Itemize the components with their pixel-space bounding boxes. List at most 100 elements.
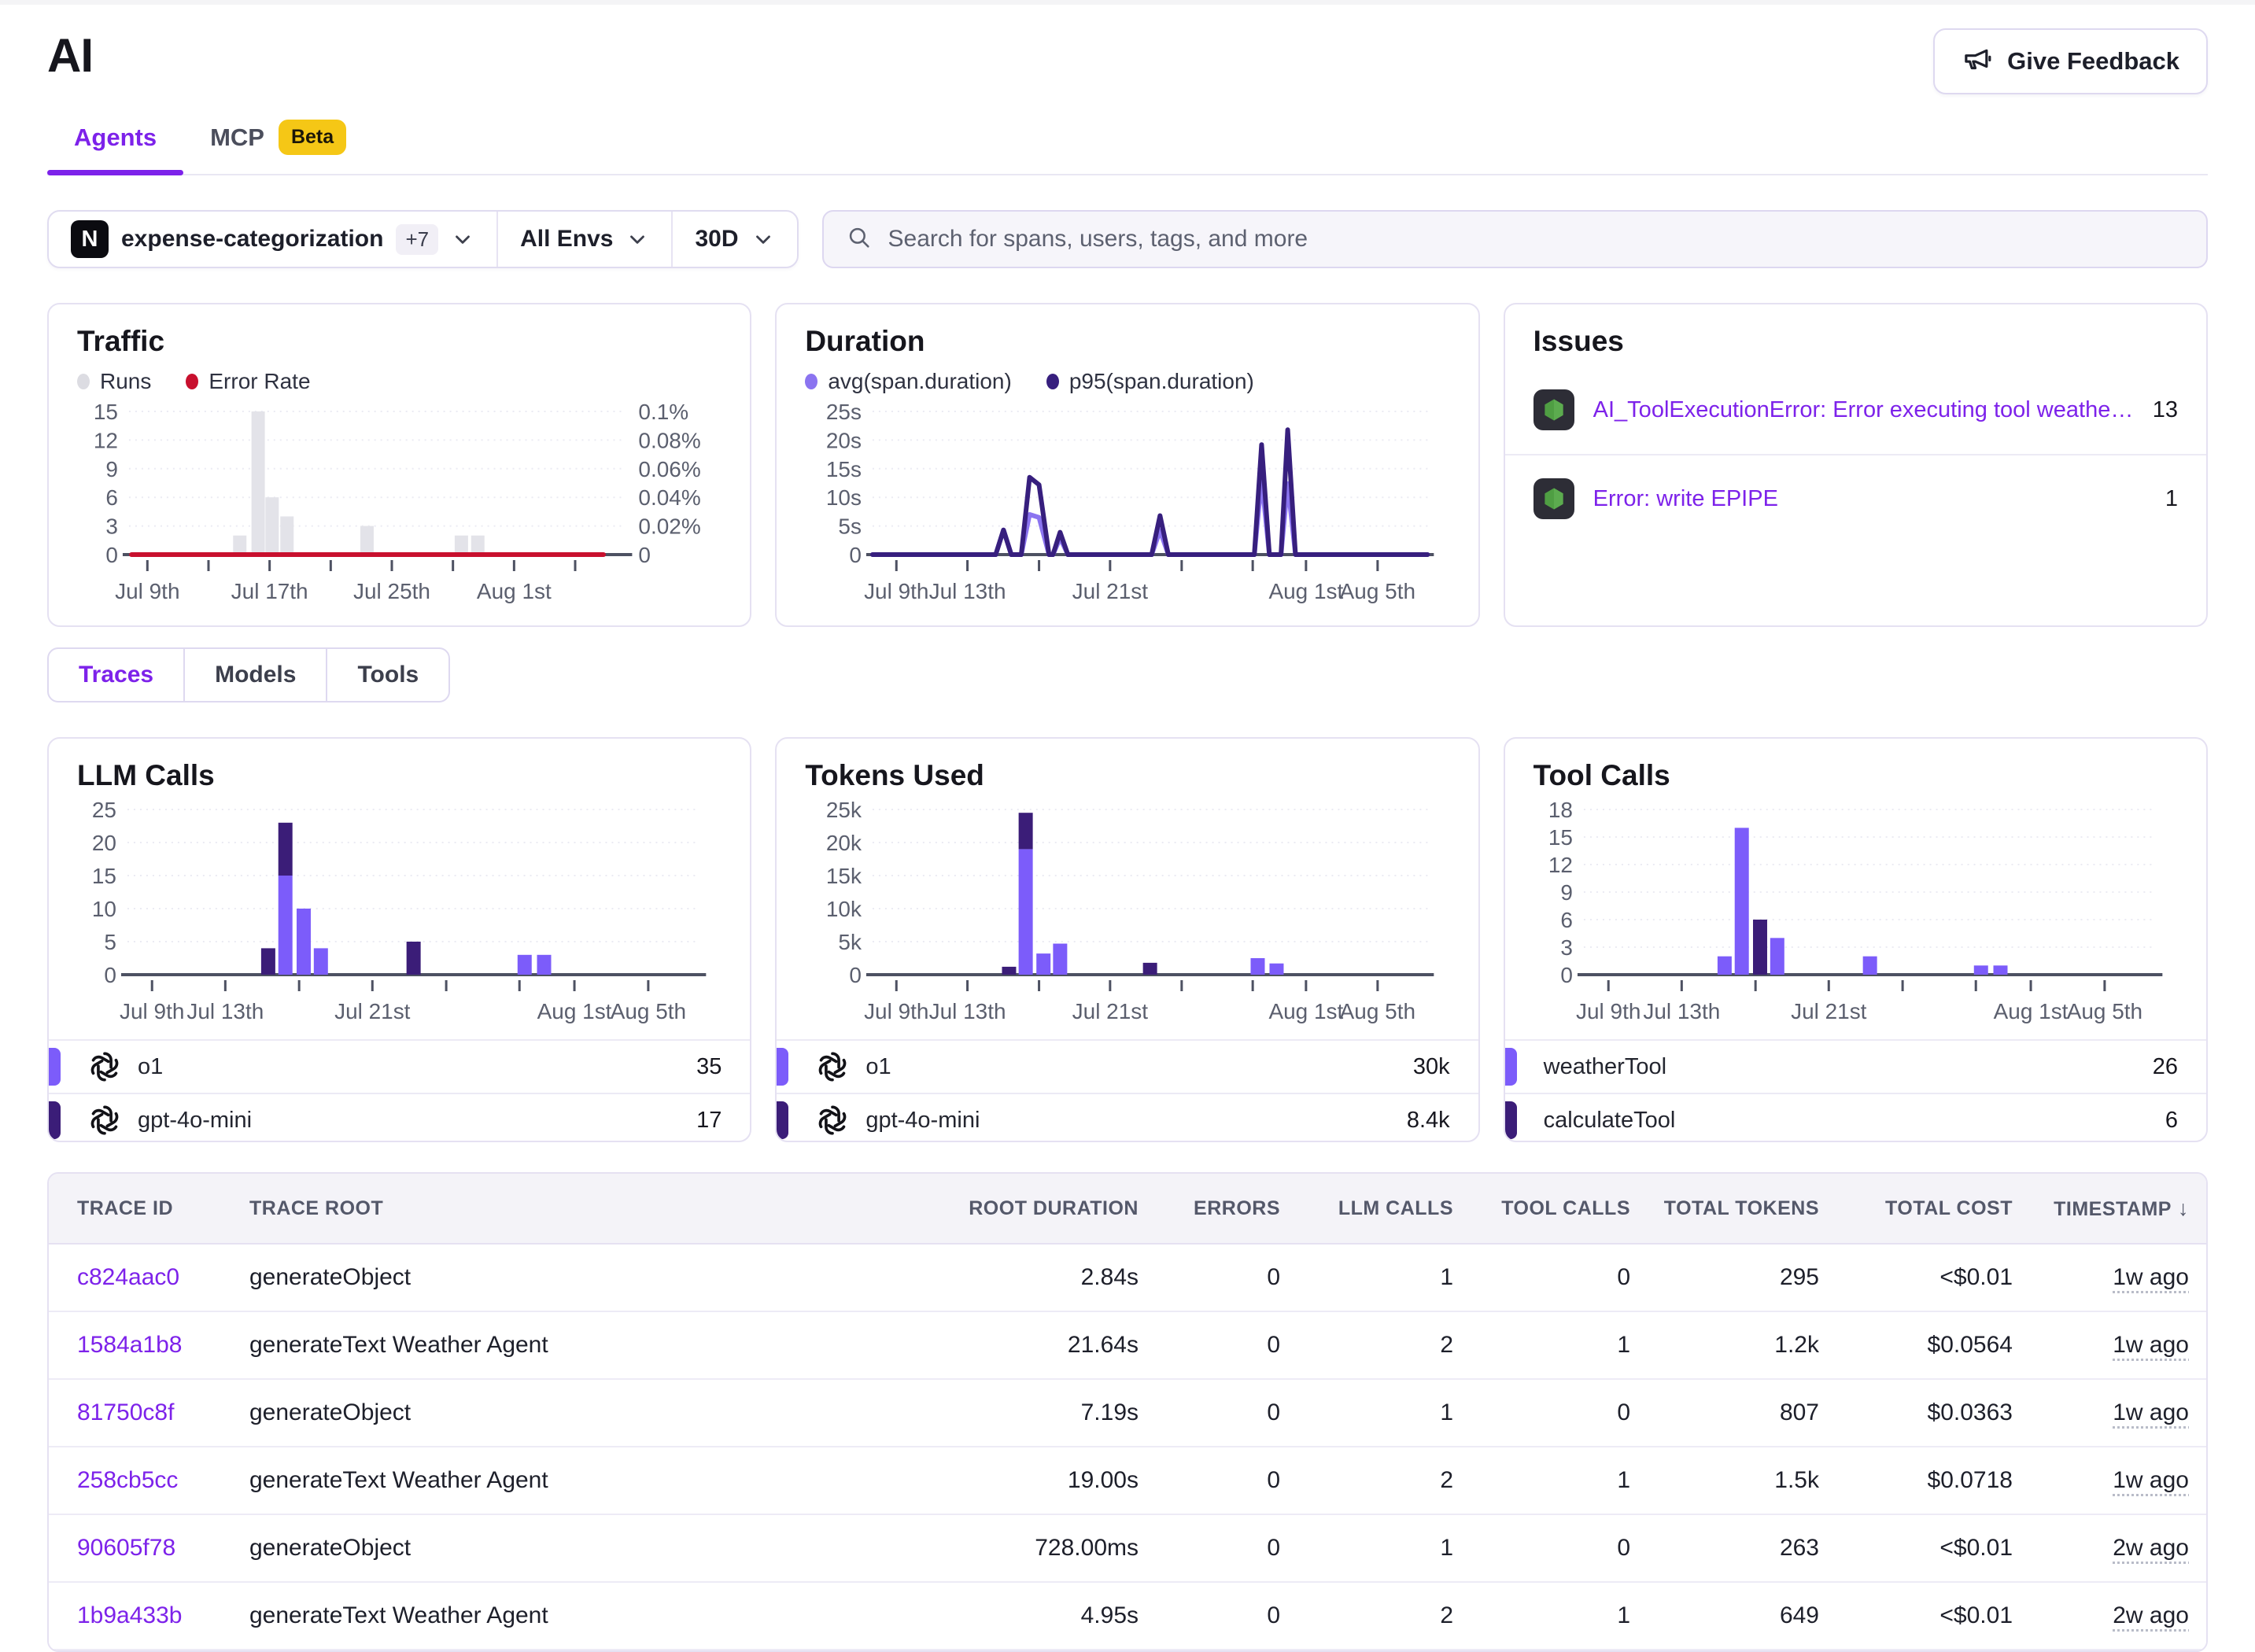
column-header-timestamp[interactable]: Timestamp ↓ [2054, 1196, 2189, 1220]
env-label: All Envs [520, 226, 614, 252]
tab-mcp[interactable]: MCP Beta [183, 105, 373, 174]
svg-text:Jul 9th: Jul 9th [864, 999, 928, 1023]
env-selector[interactable]: All Envs [496, 212, 671, 267]
timestamp[interactable]: 1w ago [2113, 1467, 2189, 1493]
series-label: weatherTool [1543, 1053, 1667, 1079]
table-row[interactable]: 81750c8f generateObject 7.19s 0 1 0 807 $0.0363… [49, 1380, 2206, 1447]
column-header-root-duration: Root Duration [969, 1197, 1139, 1219]
svg-text:0.04%: 0.04% [638, 485, 700, 510]
column-header-errors: Errors [1194, 1197, 1280, 1219]
tab-traces[interactable]: Traces [49, 649, 183, 701]
trace-id-link[interactable]: 81750c8f [77, 1399, 175, 1425]
column-header-total-cost: Total Cost [1885, 1197, 2013, 1219]
openai-icon [815, 1103, 850, 1138]
trace-id-link[interactable]: 1584a1b8 [77, 1332, 183, 1358]
give-feedback-button[interactable]: Give Feedback [1933, 28, 2208, 94]
llm-calls-title: LLM Calls [77, 759, 215, 791]
svg-text:0: 0 [1560, 963, 1573, 987]
svg-text:0: 0 [104, 963, 116, 987]
svg-text:12: 12 [1548, 853, 1573, 877]
issue-link[interactable]: AI_ToolExecutionError: Error executing t… [1593, 396, 2134, 422]
svg-text:Aug 5th: Aug 5th [611, 999, 686, 1023]
traffic-title: Traffic [77, 325, 165, 357]
cell-total-cost: $0.0718 [1927, 1467, 2013, 1493]
svg-text:3: 3 [1560, 935, 1573, 960]
timestamp[interactable]: 1w ago [2113, 1264, 2189, 1290]
timestamp[interactable]: 1w ago [2113, 1332, 2189, 1358]
cell-trace-root: generateText Weather Agent [249, 1332, 548, 1358]
issue-link[interactable]: Error: write EPIPE [1593, 485, 1778, 511]
cell-timestamp: 1w ago [2013, 1467, 2206, 1494]
filter-row: N expense-categorization +7 All Envs 30D [47, 210, 2208, 268]
series-row[interactable]: o1 35 [49, 1039, 751, 1093]
cell-total-cost: $0.0564 [1927, 1332, 2013, 1358]
tab-agents-label: Agents [74, 123, 157, 151]
search-input[interactable] [886, 225, 2184, 253]
search-bar[interactable] [821, 210, 2208, 268]
cell-total-tokens: 295 [1779, 1264, 1819, 1290]
page-title: AI [47, 29, 94, 82]
project-selector[interactable]: N expense-categorization +7 [49, 212, 496, 267]
series-row[interactable]: calculateTool 6 [1504, 1093, 2206, 1141]
tab-tools[interactable]: Tools [326, 649, 448, 701]
timestamp[interactable]: 2w ago [2113, 1602, 2189, 1628]
svg-text:5k: 5k [839, 930, 863, 954]
cell-tool-calls: 0 [1617, 1399, 1630, 1425]
table-body: c824aac0 generateObject 2.84s 0 1 0 295 <$0.01 1… [49, 1245, 2206, 1650]
svg-text:Aug 1st: Aug 1st [537, 999, 612, 1023]
svg-text:Aug 1st: Aug 1st [1269, 999, 1344, 1023]
series-row[interactable]: gpt-4o-mini 8.4k [777, 1093, 1478, 1141]
svg-text:10: 10 [92, 897, 116, 921]
svg-text:15k: 15k [826, 864, 862, 888]
cell-trace-root: generateText Weather Agent [249, 1467, 548, 1493]
table-row[interactable]: 1584a1b8 generateText Weather Agent 21.64s… [49, 1312, 2206, 1380]
tokens-used-title: Tokens Used [805, 759, 984, 791]
issue-count: 13 [2152, 396, 2178, 422]
tool-calls-chart: 0 3 6 9 12 15 18 Jul 9th Jul 13th Jul 21st Aug 1st… [1548, 798, 2163, 1023]
svg-text:0: 0 [850, 543, 862, 567]
cell-llm-calls: 2 [1440, 1602, 1453, 1628]
svg-text:0: 0 [105, 543, 118, 567]
cell-total-cost: <$0.01 [1939, 1264, 2013, 1290]
svg-text:Jul 17th: Jul 17th [231, 579, 308, 603]
llm-calls-series-list: o1 35 gpt-4o-mini 17 [49, 1039, 751, 1141]
legend-dot-icon [805, 374, 818, 389]
tab-agents[interactable]: Agents [47, 105, 184, 175]
svg-text:Aug 5th: Aug 5th [1340, 579, 1415, 603]
svg-text:5: 5 [104, 930, 116, 954]
svg-text:Jul 21st: Jul 21st [334, 999, 411, 1023]
tab-models[interactable]: Models [183, 649, 326, 701]
chevron-down-icon [626, 227, 649, 251]
column-header-tool-calls: Tool Calls [1501, 1197, 1630, 1219]
filter-bar: N expense-categorization +7 All Envs 30D [47, 210, 799, 268]
trace-id-link[interactable]: 90605f78 [77, 1535, 176, 1561]
series-row[interactable]: weatherTool 26 [1504, 1039, 2206, 1093]
date-range-selector[interactable]: 30D [671, 212, 796, 267]
series-row[interactable]: gpt-4o-mini 17 [49, 1093, 751, 1141]
svg-text:Aug 1st: Aug 1st [1269, 579, 1344, 603]
timestamp[interactable]: 1w ago [2113, 1399, 2189, 1425]
table-row[interactable]: 90605f78 generateObject 728.00ms 0 1 0 263 <$0.… [49, 1515, 2206, 1583]
table-row[interactable]: c824aac0 generateObject 2.84s 0 1 0 295 <$0.01 1… [49, 1245, 2206, 1312]
cell-trace-id: 1b9a433b [49, 1602, 249, 1629]
series-row[interactable]: o1 30k [777, 1039, 1478, 1093]
cell-tool-calls: 0 [1617, 1264, 1630, 1290]
cell-timestamp: 1w ago [2013, 1399, 2206, 1426]
table-row[interactable]: 1b9a433b generateText Weather Agent 4.95s 0… [49, 1583, 2206, 1650]
issues-list: AI_ToolExecutionError: Error executing t… [1504, 366, 2206, 542]
timestamp[interactable]: 2w ago [2113, 1535, 2189, 1561]
trace-id-link[interactable]: 258cb5cc [77, 1467, 179, 1493]
trace-id-link[interactable]: c824aac0 [77, 1264, 180, 1290]
duration-card: Duration avg(span.duration) p95(span.dura… [775, 303, 1480, 627]
svg-text:20s: 20s [826, 428, 862, 452]
series-value: 8.4k [1406, 1107, 1450, 1133]
cell-trace-root: generateObject [249, 1264, 412, 1290]
cell-errors: 0 [1267, 1399, 1280, 1425]
svg-text:Jul 9th: Jul 9th [864, 579, 928, 603]
table-row[interactable]: 258cb5cc generateText Weather Agent 19.00s… [49, 1447, 2206, 1515]
cell-trace-root: generateObject [249, 1535, 412, 1561]
cell-timestamp: 1w ago [2013, 1264, 2206, 1291]
duration-title: Duration [805, 325, 925, 357]
trace-id-link[interactable]: 1b9a433b [77, 1602, 183, 1628]
top-bar: AI Give Feedback [47, 5, 2208, 94]
